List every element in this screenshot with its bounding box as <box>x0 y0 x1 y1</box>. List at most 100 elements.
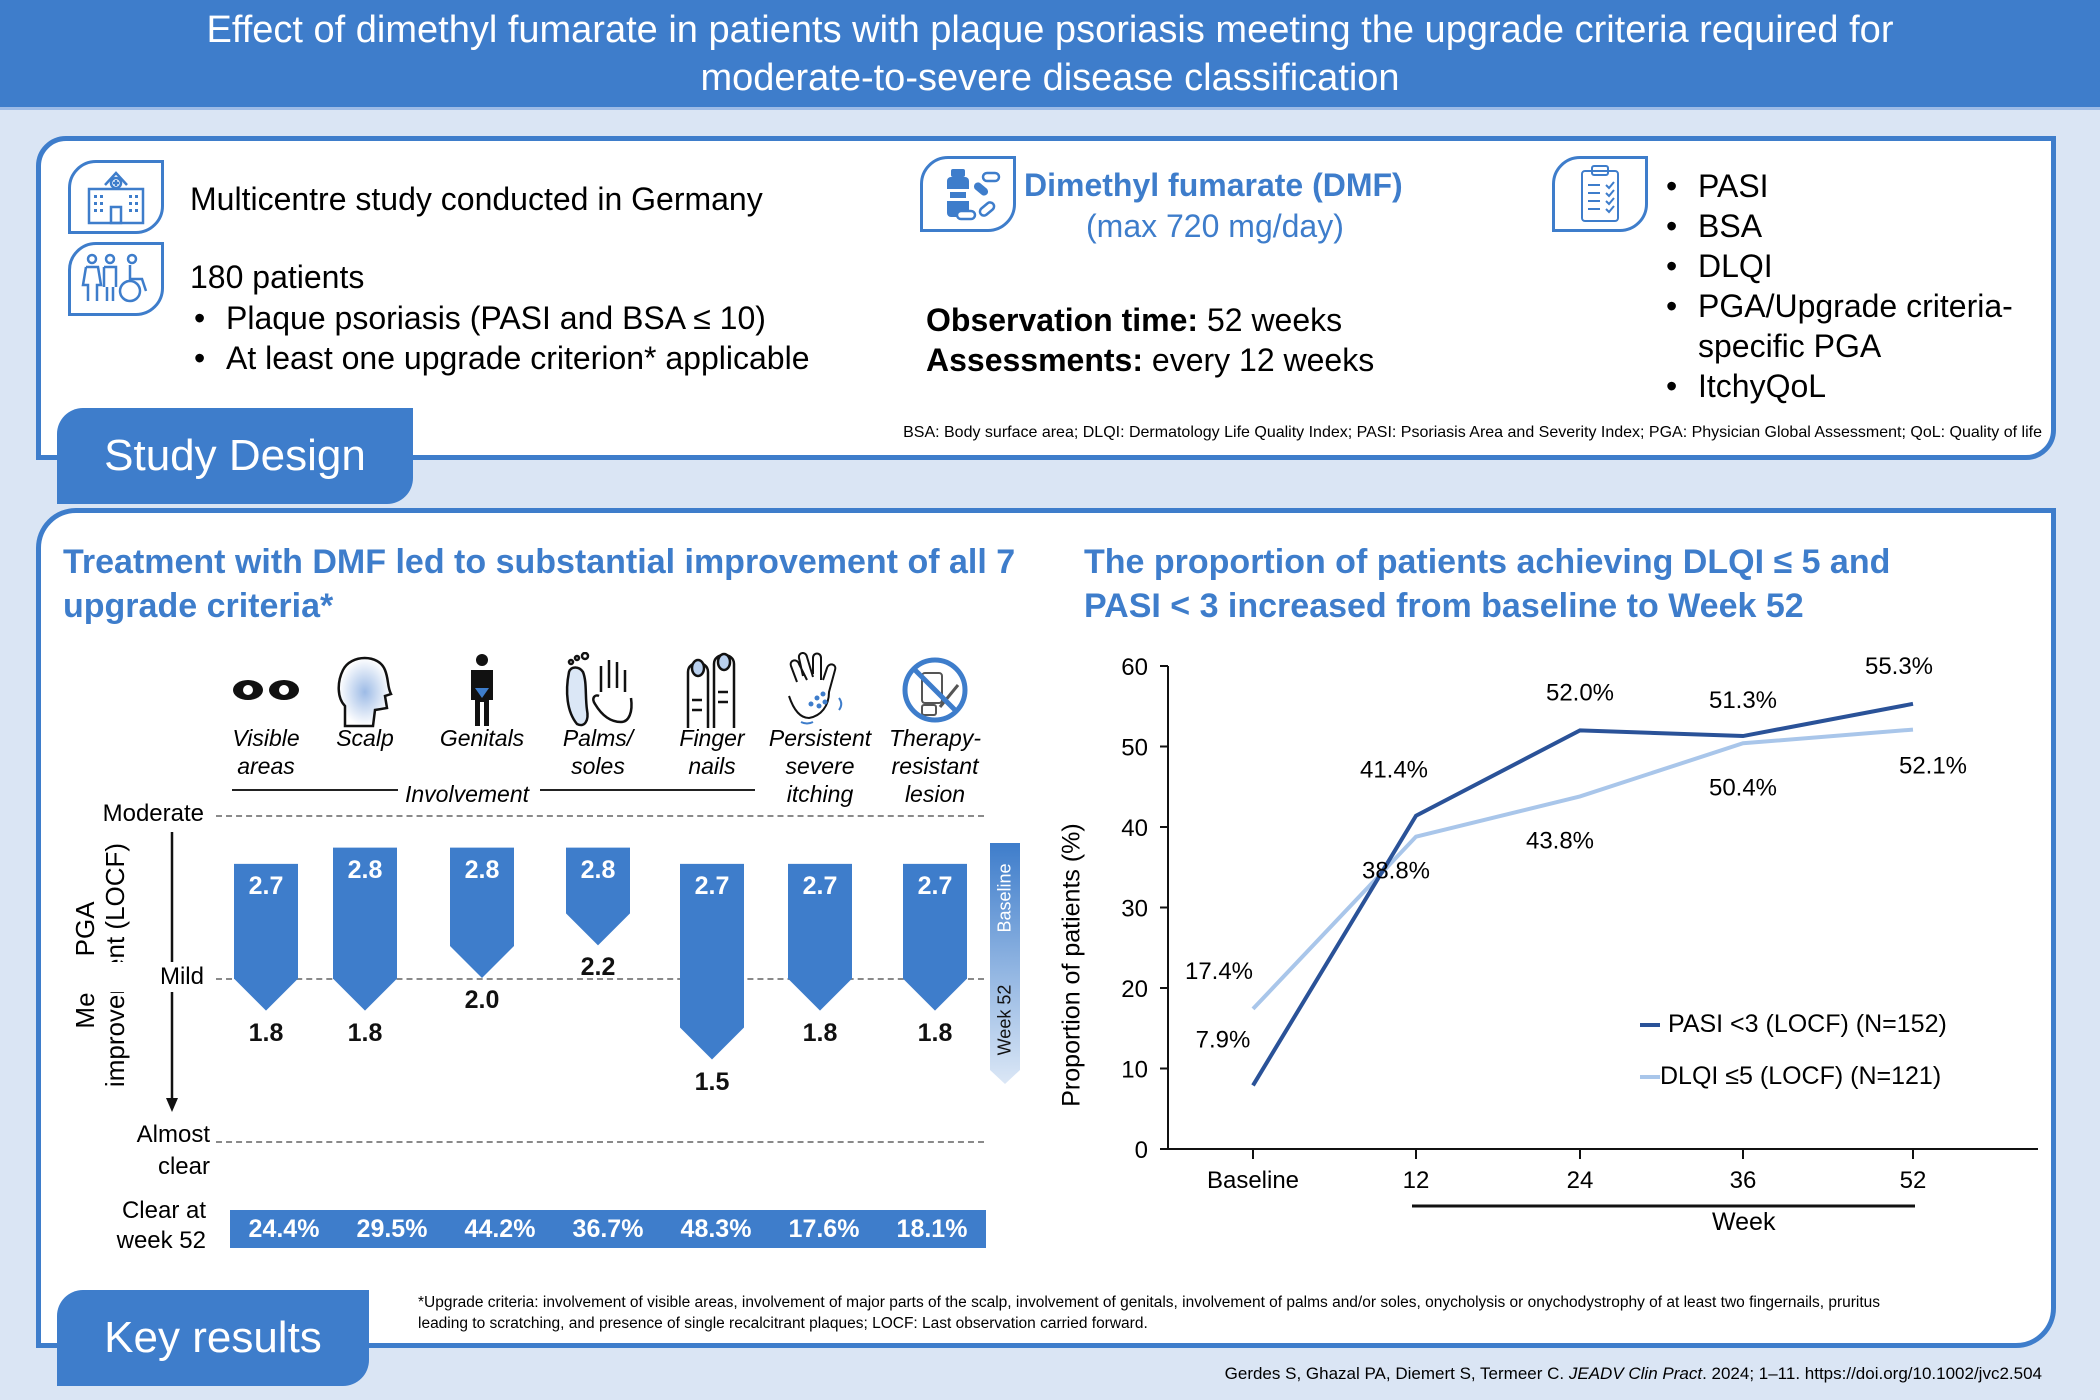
level-label: Mild <box>60 962 204 992</box>
legend-swatch <box>1640 1022 1660 1027</box>
baseline-value: 2.7 <box>248 871 284 900</box>
footnote-line: *Upgrade criteria: involvement of visibl… <box>418 1294 1881 1311</box>
x-tick-label: 52 <box>1900 1167 1927 1194</box>
legend-label: PASI <3 (LOCF) (N=152) <box>1668 1010 1947 1038</box>
data-label: 52.1% <box>1899 753 1967 780</box>
study-design-tab: Study Design <box>57 408 413 504</box>
baseline-value: 2.8 <box>464 855 500 884</box>
clear-label-line: Clear at <box>121 1197 206 1224</box>
week52-value: 1.5 <box>694 1067 730 1096</box>
pga-bar-7 <box>903 863 967 1011</box>
pga-bar-3 <box>450 847 514 978</box>
legend-swatch <box>1640 1074 1660 1079</box>
line-y-label-wrap: Proportion of patients (%) <box>1052 800 1092 1130</box>
patient-criteria-item: At least one upgrade criterion* applicab… <box>190 338 809 378</box>
criterion-label: Palms/soles <box>562 725 634 779</box>
week52-value: 1.8 <box>802 1018 838 1047</box>
pga-bar-4 <box>566 847 630 946</box>
line-chart-y-label: Proportion of patients (%) <box>1057 823 1086 1107</box>
y-tick-label: 40 <box>1121 815 1148 842</box>
involvement-label: Involvement <box>405 781 530 807</box>
clear-at-week52-label: Clear at week 52 <box>100 1196 206 1256</box>
key-results-tab: Key results <box>57 1290 369 1386</box>
clear-value: 29.5% <box>356 1214 428 1243</box>
patients-count-text: 180 patients <box>190 259 365 295</box>
x-tick-label: 24 <box>1567 1167 1594 1194</box>
criterion-label: Visible areas <box>232 725 300 779</box>
endpoint-item: BSA <box>1662 206 2013 246</box>
data-label: 17.4% <box>1185 958 1253 985</box>
level-label: Almost clear <box>136 1121 210 1180</box>
legend-item: PASI <3 (LOCF) (N=152) <box>1640 1010 1947 1039</box>
level-label: Moderate <box>60 799 204 829</box>
baseline-value: 2.7 <box>917 871 953 900</box>
clear-at-week52-bar: 24.4% 29.5% 44.2% 36.7% 48.3% 17.6% 18.1% <box>230 1210 986 1248</box>
observation-time: Observation time: 52 weeks <box>926 302 1342 339</box>
week52-value: 1.8 <box>347 1018 383 1047</box>
criterion-label: Scalp <box>336 725 394 751</box>
observation-label: Observation time: <box>926 302 1199 338</box>
observation-value: 52 weeks <box>1198 302 1343 338</box>
data-label: 7.9% <box>1196 1026 1251 1053</box>
title-line-1: Effect of dimethyl fumarate in patients … <box>206 9 1894 51</box>
criterion-label: Finger nails <box>679 725 745 779</box>
baseline-value: 2.7 <box>802 871 838 900</box>
patient-criteria-item: Plaque psoriasis (PASI and BSA ≤ 10) <box>190 298 809 338</box>
clear-label-line: week 52 <box>116 1227 206 1254</box>
series-line-pasi <box>1251 701 1914 1087</box>
baseline-value: 2.8 <box>347 855 383 884</box>
study-location-text: Multicentre study conducted in Germany <box>190 181 763 217</box>
assessments-value: every 12 weeks <box>1143 342 1375 378</box>
level-line-moderate <box>216 815 984 817</box>
endpoint-item: PASI <box>1662 166 2013 206</box>
abbreviations-footnote: BSA: Body surface area; DLQI: Dermatolog… <box>903 424 2042 441</box>
week52-value: 2.0 <box>464 986 500 1014</box>
drug-dose: (max 720 mg/day) <box>1086 208 1344 244</box>
y-tick-label: 60 <box>1121 654 1148 681</box>
y-tick-label: 20 <box>1121 976 1148 1003</box>
no-therapy-icon <box>895 650 975 730</box>
scalp-icon <box>325 650 405 730</box>
data-label: 41.4% <box>1360 757 1428 784</box>
criterion-label: Persistent severe itching <box>768 725 872 807</box>
drug-name: Dimethyl fumarate (DMF) <box>1024 167 1403 203</box>
patient-criteria-list: Plaque psoriasis (PASI and BSA ≤ 10) At … <box>190 298 809 378</box>
title-line-2: moderate-to-severe disease classificatio… <box>700 57 1400 99</box>
line-chart-x-label: Week <box>1712 1208 1776 1236</box>
endpoint-item: ItchyQoL <box>1662 366 2013 406</box>
citation-journal: JEADV Clin Pract <box>1568 1364 1703 1383</box>
upgrade-criteria-footnote: *Upgrade criteria: involvement of visibl… <box>418 1292 1880 1334</box>
baseline-value: 2.7 <box>694 871 730 900</box>
citation-details[interactable]: . 2024; 1–11. https://doi.org/10.1002/jv… <box>1702 1364 2042 1383</box>
line-chart-title-line-2: PASI < 3 increased from baseline to Week… <box>1084 587 1804 625</box>
y-tick-label: 50 <box>1121 735 1148 762</box>
level-line-mild <box>216 978 984 980</box>
assessments: Assessments: every 12 weeks <box>926 342 1374 379</box>
patients-icon <box>68 242 164 316</box>
y-axis-arrowhead <box>166 1098 178 1112</box>
x-tick-label: Baseline <box>1207 1167 1299 1194</box>
week52-value: 1.8 <box>917 1018 953 1047</box>
endpoint-item-continuation: specific PGA <box>1698 328 1882 364</box>
bar-chart-title: Treatment with DMF led to substantial im… <box>63 543 1016 625</box>
y-tick-label: 10 <box>1121 1057 1148 1084</box>
pga-bar-6 <box>788 863 852 1011</box>
week52-value: 2.2 <box>580 953 616 982</box>
hospital-icon <box>68 160 164 234</box>
genitals-icon <box>442 650 522 730</box>
pill-bottle-icon <box>920 156 1016 232</box>
eyes-icon <box>226 650 306 730</box>
x-tick-label: 12 <box>1403 1167 1430 1194</box>
clear-value: 18.1% <box>896 1214 968 1243</box>
fingernails-icon <box>672 650 752 730</box>
data-label: 52.0% <box>1546 679 1614 706</box>
clear-value: 44.2% <box>464 1214 536 1243</box>
criterion-label: Therapy-resistant lesion <box>888 725 982 807</box>
data-label: 43.8% <box>1526 827 1594 854</box>
itching-hand-icon <box>780 650 860 730</box>
line-chart-title-line-1: The proportion of patients achieving DLQ… <box>1084 543 1891 581</box>
clear-value: 36.7% <box>572 1214 644 1243</box>
level-line-almost-clear <box>216 1141 984 1143</box>
y-tick-label: 30 <box>1121 896 1148 923</box>
